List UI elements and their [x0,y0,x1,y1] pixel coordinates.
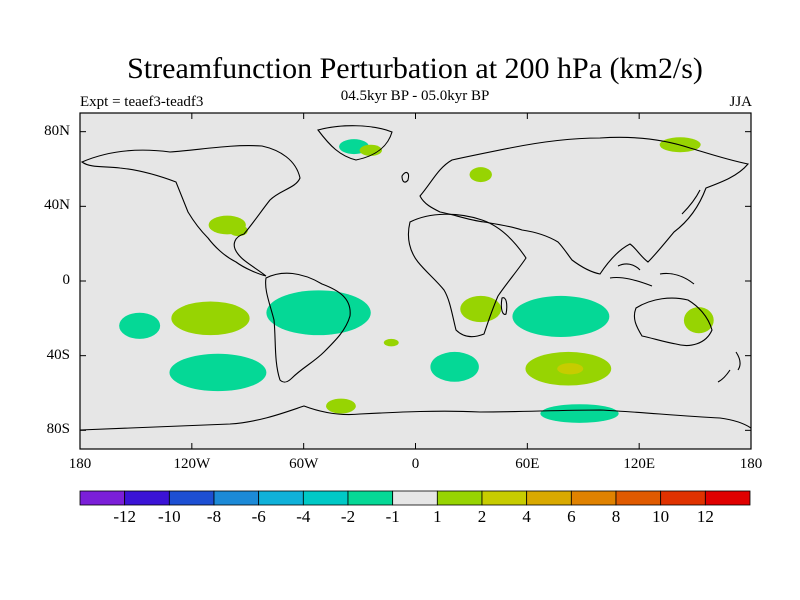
colorbar-swatch [168,490,215,506]
colorbar-swatch [660,490,706,506]
contour-region [540,404,619,423]
colorbar-swatch [392,490,438,506]
colorbar [79,490,751,506]
coastlines [80,125,751,431]
contour-region [469,167,492,183]
coastline-new-zealand [717,351,741,383]
colorbar-label: 6 [567,507,576,526]
colorbar-swatch [213,490,260,506]
contour-region [430,351,479,382]
colorbar-label: -1 [385,507,400,526]
colorbar-label: 1 [433,507,442,526]
contour-region [326,398,356,414]
contour-region [557,363,584,375]
contour-region [169,353,267,392]
colorbar-label: -4 [296,507,311,526]
contour-region [512,295,610,337]
colorbar-swatch [704,490,751,506]
season-label: JJA [729,94,752,110]
colorbar-swatch [302,490,349,506]
coastline-north-america [80,145,301,277]
colorbar-label: 8 [611,507,621,526]
coastline-australia [633,297,713,347]
experiment-label: Expt = teaef3-teadf3 [80,94,204,110]
y-tick-label: 40N [44,197,70,214]
map-subtitle: 04.5kyr BP - 05.0kyr BP [340,88,490,104]
coastline-south-america [265,272,351,383]
plot-background [80,113,751,449]
colorbar-label: -10 [157,507,181,526]
coastline-eurasia [419,136,750,275]
x-tick-label: 120W [173,456,211,472]
colorbar-label: -12 [113,507,136,526]
colorbar-swatch [481,490,528,506]
contour-region [229,225,248,237]
colorbar-label: -6 [251,507,266,526]
coastline-japan [681,189,701,215]
contour-region [171,301,250,336]
x-tick-label: 60W [289,456,319,472]
x-tick-label: 120E [623,456,655,472]
colorbar-label: 2 [477,507,487,526]
colorbar-swatch [258,490,304,506]
colorbar-label: 4 [522,507,531,526]
colorbar-label: 10 [652,507,670,526]
coastline-antarctica [80,405,751,431]
coastline-maritime-continent [609,263,695,287]
y-tick-label: 80N [44,122,70,139]
colorbar-swatch [347,490,394,506]
colorbar-swatch [570,490,617,506]
contour-region [683,307,714,334]
colorbar-label: -2 [340,507,356,526]
x-tick-label: 60E [515,456,540,472]
colorbar-swatch [526,490,572,506]
colorbar-swatch [436,490,483,506]
x-tick-label: 180 [68,456,92,472]
colorbar-label: -8 [206,507,222,526]
page-title: Streamfunction Perturbation at 200 hPa (… [127,52,703,85]
coastline-africa [407,213,527,338]
contour-region [119,312,161,339]
y-tick-label: 40S [46,346,70,363]
colorbar-swatch [615,490,662,506]
y-tick-label: 80S [46,421,70,438]
contour-region [266,290,371,336]
contour-region [383,338,399,347]
colorbar-swatch [79,490,126,506]
colorbar-swatch [124,490,170,506]
coastline-greenland [317,125,393,161]
axis-ticks [79,113,752,449]
contour-region [460,295,502,323]
x-tick-label: 180 [739,456,763,472]
x-tick-label: 0 [411,456,420,472]
contour-region [359,144,382,156]
colorbar-label: 12 [696,507,714,526]
contour-fills [119,137,714,423]
coastline-madagascar [500,297,508,315]
y-tick-label: 0 [62,272,71,288]
coastline-british-isles [401,171,410,183]
